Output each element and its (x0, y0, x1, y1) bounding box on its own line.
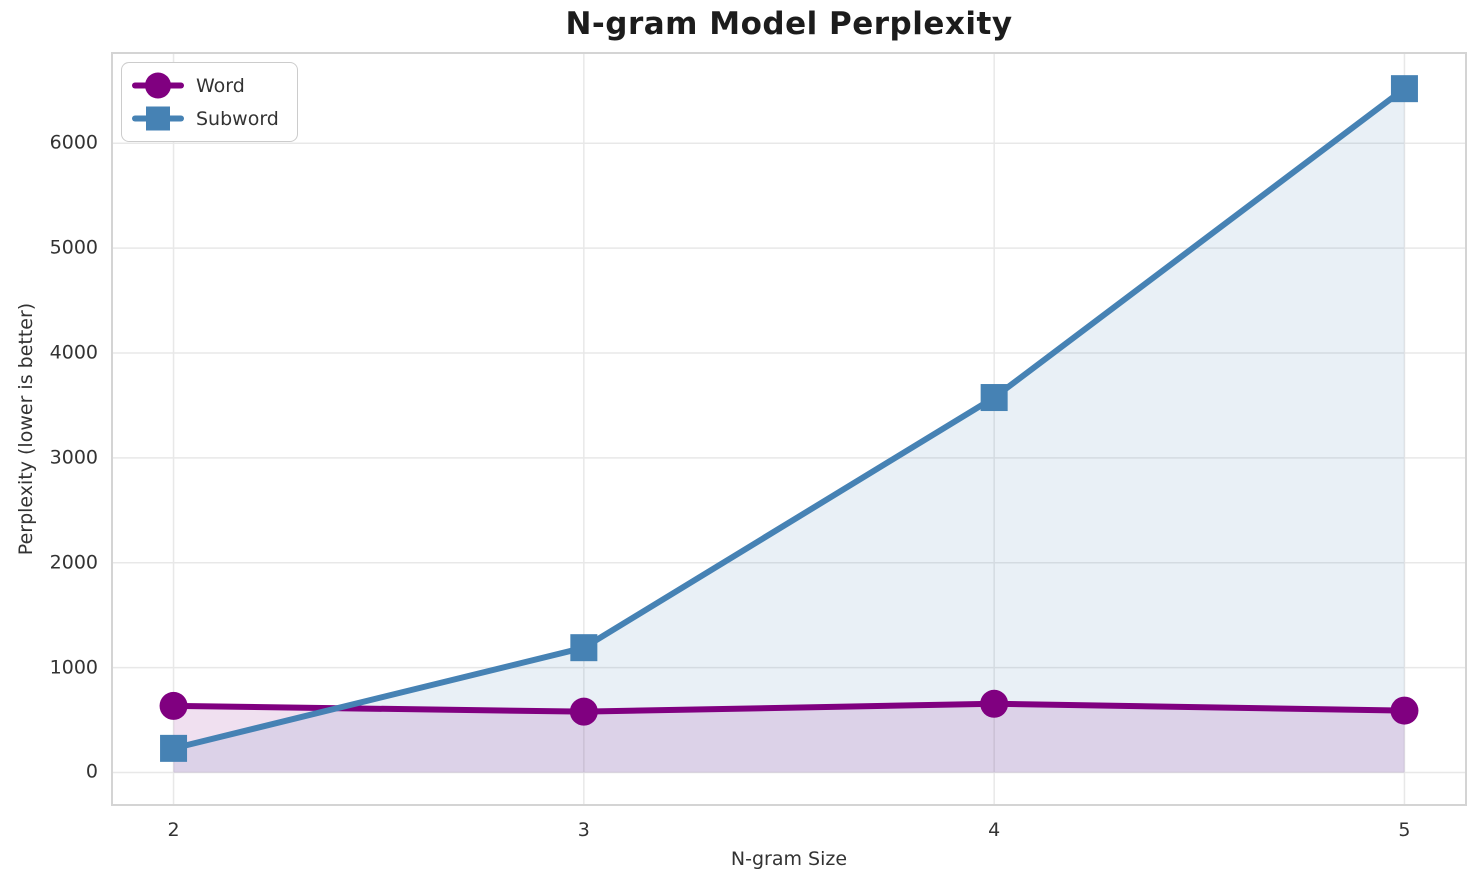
word-marker (980, 689, 1009, 718)
subword-marker (160, 734, 188, 762)
chart-title: N-gram Model Perplexity (565, 6, 1013, 42)
x-tick-label: 3 (577, 819, 590, 841)
legend-label-subword: Subword (196, 107, 279, 130)
word-line-circle-marker-icon (132, 72, 184, 99)
subword-marker (570, 634, 598, 662)
y-tick-label: 4000 (49, 341, 98, 364)
y-axis-label: Perplexity (lower is better) (15, 302, 37, 556)
plot-border (111, 52, 1467, 806)
legend-item-subword: Subword (132, 103, 279, 134)
x-tick-label: 2 (167, 819, 180, 841)
word-marker (569, 697, 598, 726)
subword-marker (980, 384, 1008, 412)
word-marker (1390, 696, 1419, 725)
word-line (170, 700, 1408, 715)
x-axis-label: N-gram Size (730, 848, 848, 870)
subword-marker (1390, 75, 1418, 103)
subword-line-square-marker-icon (132, 106, 184, 131)
word-area-fill (173, 703, 1405, 773)
y-tick-label: 5000 (49, 236, 98, 259)
y-tick-label: 2000 (49, 551, 98, 574)
y-tick-label: 6000 (49, 131, 98, 154)
legend-item-word: Word (132, 70, 279, 101)
y-tick-label: 3000 (49, 446, 98, 469)
y-tick-label: 1000 (49, 656, 98, 679)
subword-area-fill (173, 88, 1405, 773)
y-tick-label: 0 (85, 760, 98, 783)
x-tick-label: 5 (1398, 819, 1411, 841)
subword-line (170, 85, 1408, 752)
word-marker (159, 691, 188, 720)
x-tick-label: 4 (988, 819, 1001, 841)
legend-label-word: Word (196, 74, 245, 97)
legend: Word Subword (121, 62, 298, 142)
